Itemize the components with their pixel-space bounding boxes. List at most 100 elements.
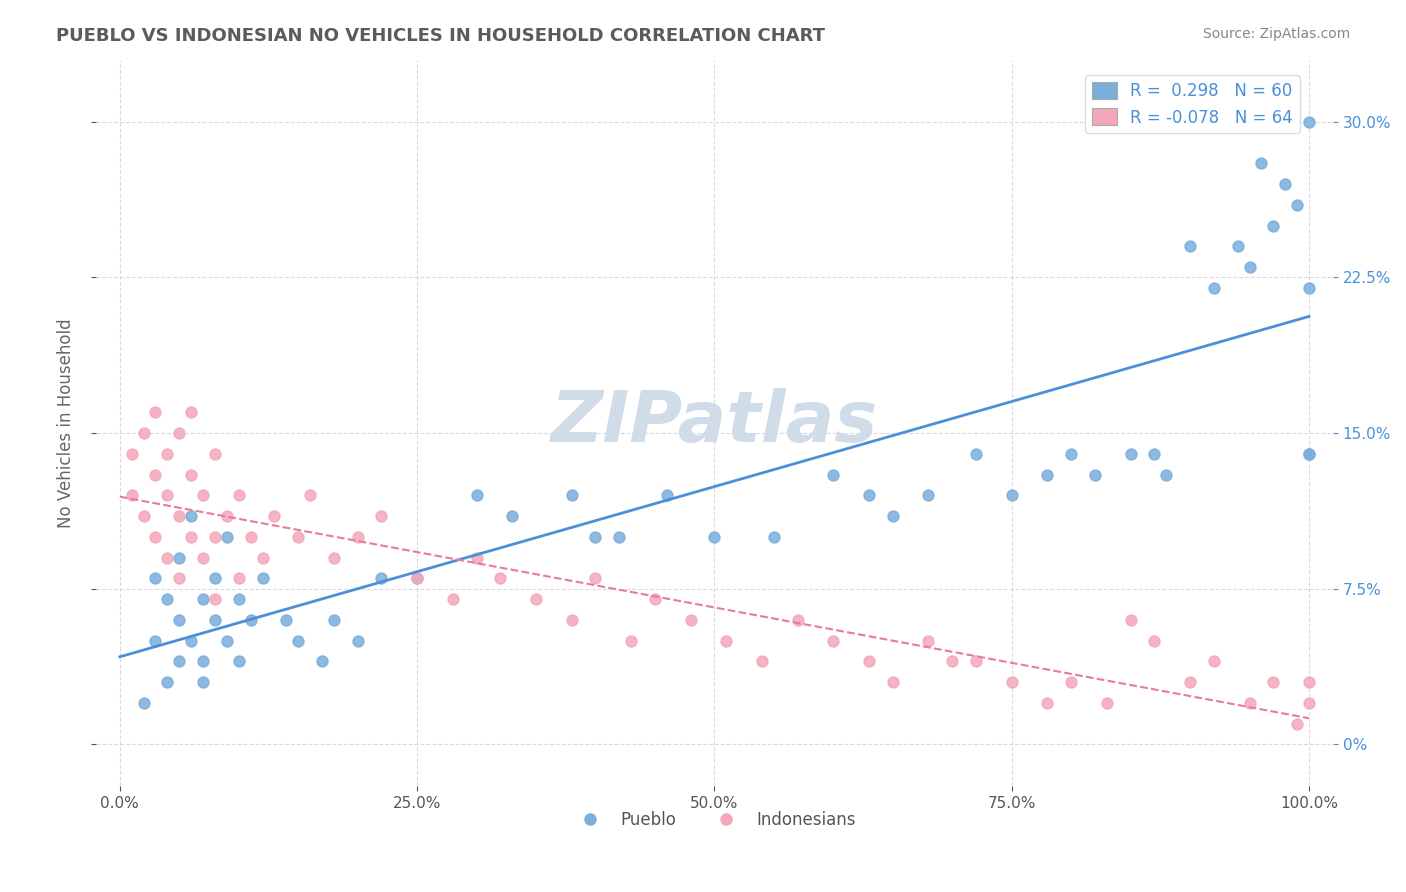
Point <box>204 592 226 607</box>
Point <box>1119 447 1142 461</box>
Point <box>679 613 702 627</box>
Point <box>1263 675 1285 690</box>
Point <box>299 488 322 502</box>
Point <box>762 530 785 544</box>
Point <box>561 488 583 502</box>
Point <box>406 571 429 585</box>
Point <box>1060 675 1083 690</box>
Text: Source: ZipAtlas.com: Source: ZipAtlas.com <box>1202 27 1350 41</box>
Point <box>1156 467 1178 482</box>
Point <box>1001 488 1024 502</box>
Point <box>465 550 488 565</box>
Point <box>204 613 226 627</box>
Point <box>191 550 214 565</box>
Point <box>1226 239 1249 253</box>
Legend: Pueblo, Indonesians: Pueblo, Indonesians <box>567 805 862 836</box>
Text: PUEBLO VS INDONESIAN NO VEHICLES IN HOUSEHOLD CORRELATION CHART: PUEBLO VS INDONESIAN NO VEHICLES IN HOUS… <box>56 27 825 45</box>
Point <box>346 633 368 648</box>
Point <box>1084 467 1107 482</box>
Point <box>1119 613 1142 627</box>
Point <box>823 633 845 648</box>
Point <box>204 447 226 461</box>
Point <box>311 654 333 668</box>
Point <box>1060 447 1083 461</box>
Point <box>561 613 583 627</box>
Point <box>204 571 226 585</box>
Point <box>1095 696 1118 710</box>
Point <box>156 447 179 461</box>
Point <box>252 571 274 585</box>
Point <box>1239 260 1261 274</box>
Point <box>716 633 738 648</box>
Point <box>239 530 262 544</box>
Point <box>322 613 344 627</box>
Point <box>524 592 547 607</box>
Point <box>167 550 190 565</box>
Point <box>1298 115 1320 129</box>
Point <box>215 530 238 544</box>
Point <box>501 509 523 524</box>
Point <box>1036 467 1059 482</box>
Point <box>156 675 179 690</box>
Point <box>145 571 167 585</box>
Text: ZIPatlas: ZIPatlas <box>551 388 879 458</box>
Point <box>858 488 880 502</box>
Point <box>489 571 512 585</box>
Point <box>1036 696 1059 710</box>
Point <box>145 633 167 648</box>
Point <box>156 550 179 565</box>
Point <box>751 654 773 668</box>
Point <box>1298 447 1320 461</box>
Point <box>252 550 274 565</box>
Point <box>132 696 155 710</box>
Point <box>1298 696 1320 710</box>
Point <box>167 613 190 627</box>
Point <box>965 654 987 668</box>
Point <box>370 571 392 585</box>
Point <box>156 488 179 502</box>
Point <box>703 530 725 544</box>
Point <box>191 592 214 607</box>
Point <box>145 530 167 544</box>
Point <box>858 654 880 668</box>
Point <box>228 571 250 585</box>
Point <box>1001 675 1024 690</box>
Point <box>167 509 190 524</box>
Point <box>132 426 155 441</box>
Point <box>1286 198 1309 212</box>
Point <box>121 447 143 461</box>
Point <box>180 467 202 482</box>
Point <box>585 571 607 585</box>
Point <box>228 488 250 502</box>
Point <box>917 633 939 648</box>
Point <box>1178 675 1201 690</box>
Point <box>180 633 202 648</box>
Point <box>287 530 309 544</box>
Point <box>370 509 392 524</box>
Point <box>228 654 250 668</box>
Point <box>180 405 202 419</box>
Point <box>180 530 202 544</box>
Point <box>191 488 214 502</box>
Point <box>585 530 607 544</box>
Point <box>1202 654 1225 668</box>
Point <box>287 633 309 648</box>
Point <box>346 530 368 544</box>
Point <box>167 571 190 585</box>
Point <box>882 675 904 690</box>
Point <box>204 530 226 544</box>
Point <box>1286 716 1309 731</box>
Point <box>965 447 987 461</box>
Point <box>406 571 429 585</box>
Point <box>620 633 643 648</box>
Point <box>1298 675 1320 690</box>
Point <box>655 488 678 502</box>
Point <box>1298 281 1320 295</box>
Point <box>167 426 190 441</box>
Point <box>786 613 808 627</box>
Point <box>465 488 488 502</box>
Point <box>167 654 190 668</box>
Point <box>1239 696 1261 710</box>
Point <box>180 509 202 524</box>
Point <box>191 675 214 690</box>
